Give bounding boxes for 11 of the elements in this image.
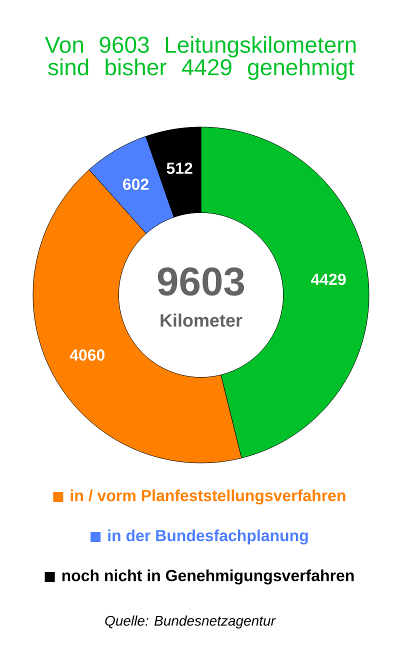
source-note: Quelle: Bundesnetzagentur	[105, 615, 276, 629]
legend-label: in der Bundesfachplanung	[108, 530, 308, 544]
text: Kilometer	[160, 314, 242, 327]
data-label: 4060	[70, 349, 105, 361]
data-label: 602	[123, 178, 149, 190]
text: 9603	[158, 267, 244, 296]
data-label: 4429	[310, 274, 346, 286]
chart-title: Von 9603 Leitungskilometern sind bisher 4429 genehmigt	[44, 36, 356, 80]
legend-label: noch nicht in Genehmigungsverfahren	[62, 570, 354, 584]
legend-label: in / vorm Planfeststellungsverfahren	[70, 490, 346, 504]
data-label: 512	[166, 162, 192, 174]
